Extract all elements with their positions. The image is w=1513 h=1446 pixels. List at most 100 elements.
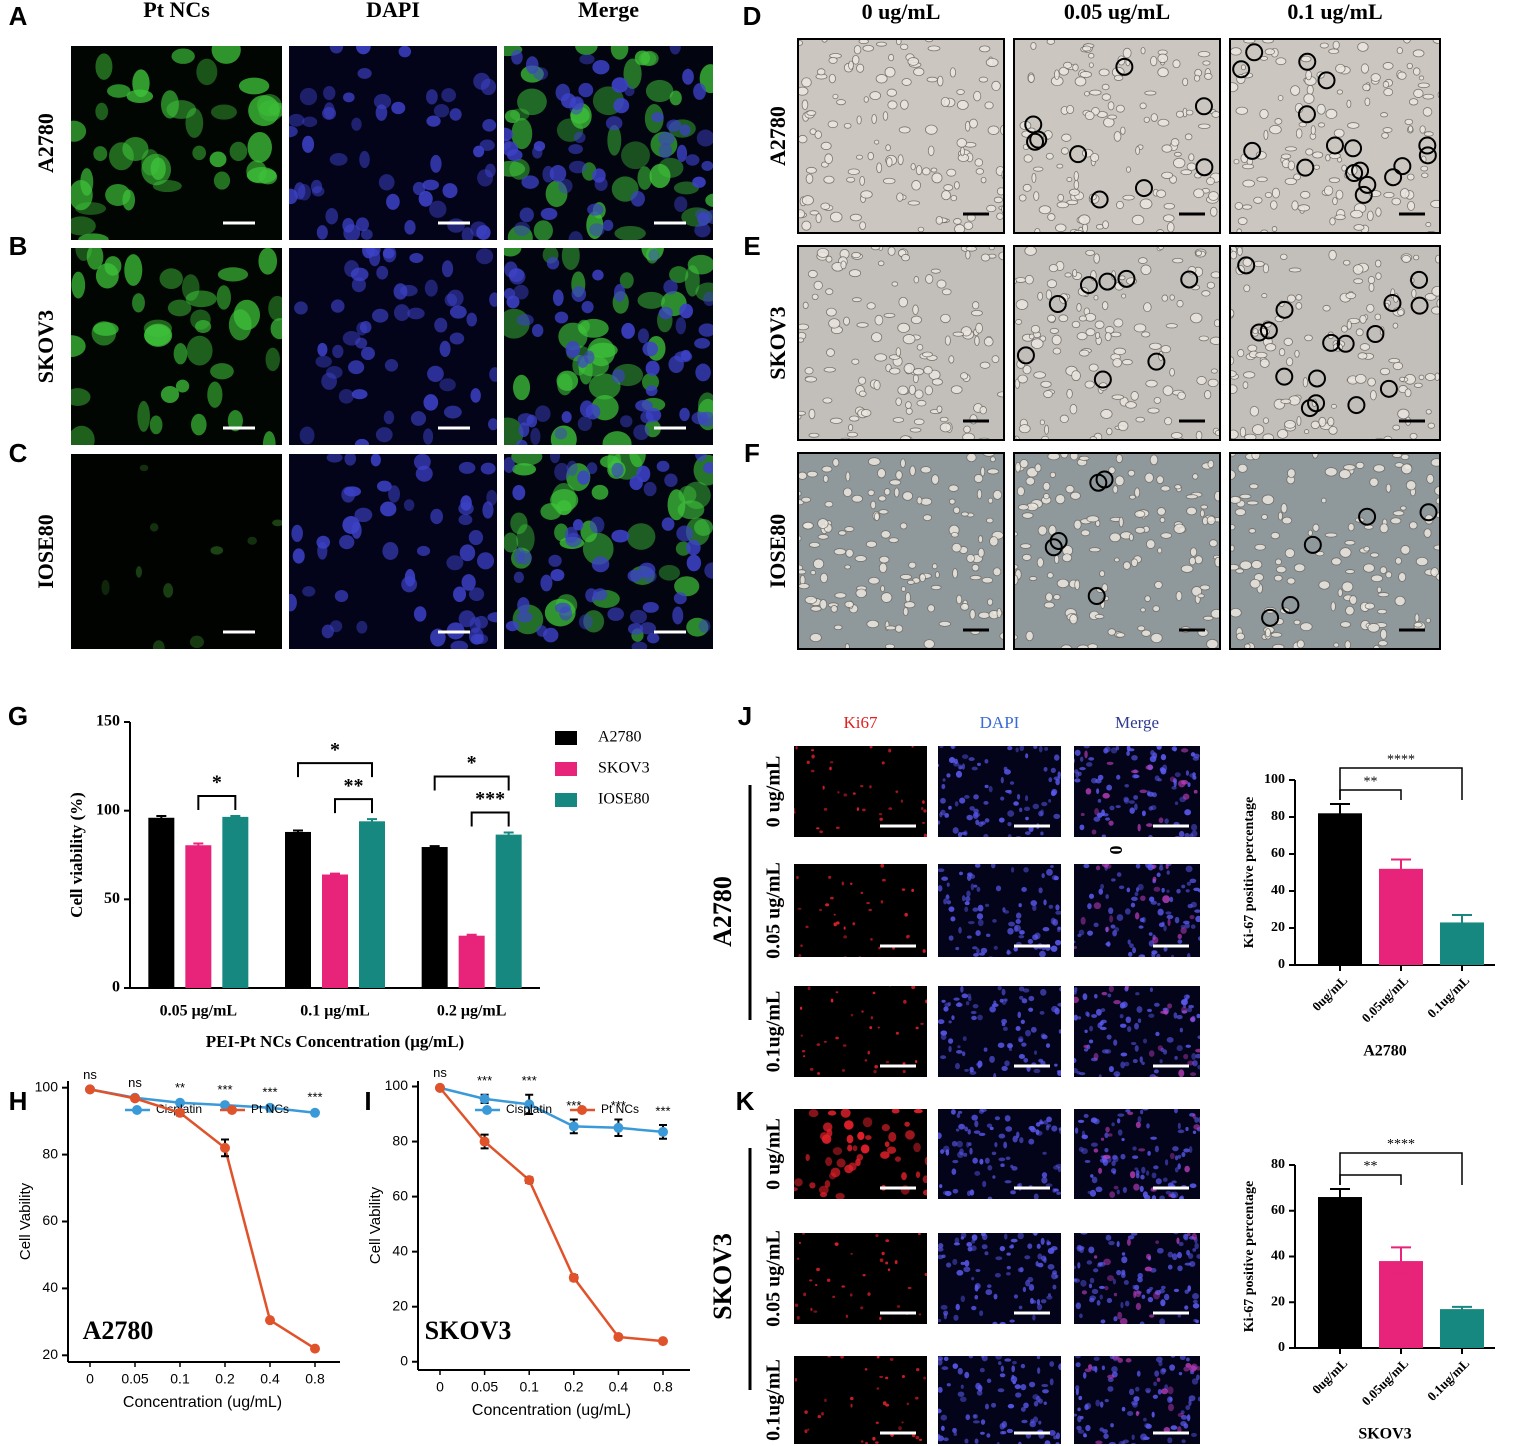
cell	[150, 157, 166, 181]
cell	[1006, 1252, 1011, 1256]
cell	[216, 285, 231, 310]
cell	[1034, 932, 1041, 940]
cell	[93, 146, 108, 162]
cell	[940, 313, 951, 324]
cell	[1055, 910, 1062, 915]
cell	[1056, 1069, 1062, 1074]
cell	[1131, 214, 1145, 226]
cell	[1192, 1060, 1198, 1067]
cell	[1376, 608, 1388, 615]
cell	[1411, 288, 1417, 299]
y-tick-label: 80	[1271, 809, 1285, 824]
cell	[1357, 42, 1369, 52]
cell	[512, 484, 526, 501]
cell	[909, 465, 916, 477]
cell	[1145, 765, 1154, 770]
cell	[658, 131, 675, 146]
cell	[986, 204, 997, 213]
cell	[835, 826, 840, 829]
cell	[1010, 1164, 1014, 1168]
bar	[285, 831, 311, 988]
cell	[809, 633, 822, 643]
cell	[1144, 472, 1154, 483]
cell	[1331, 557, 1342, 566]
cell	[922, 351, 933, 358]
cell	[171, 48, 195, 64]
cell	[1141, 1061, 1145, 1065]
image-background	[288, 45, 498, 241]
cell	[1057, 926, 1061, 930]
cell	[1129, 807, 1135, 814]
cell	[1074, 987, 1078, 992]
cell	[984, 1251, 989, 1256]
cell	[950, 194, 958, 202]
cell	[139, 464, 149, 472]
cell	[1042, 1389, 1049, 1394]
cell	[86, 247, 104, 270]
cell	[862, 1117, 873, 1128]
cell	[921, 807, 924, 811]
cell	[1088, 1246, 1095, 1254]
cell	[975, 930, 981, 937]
cell	[1229, 47, 1242, 56]
cell	[613, 98, 630, 114]
cell	[1337, 588, 1343, 597]
cell	[1056, 163, 1064, 169]
cell	[1028, 1138, 1035, 1145]
cell	[1254, 543, 1266, 551]
cell	[1392, 322, 1399, 329]
cell	[905, 1130, 915, 1140]
cell	[1186, 1414, 1191, 1422]
cell	[995, 1355, 1003, 1360]
cell	[1184, 922, 1190, 929]
cell	[894, 1156, 902, 1162]
cell	[1312, 151, 1324, 159]
cell	[955, 1128, 960, 1132]
cell	[1114, 475, 1125, 487]
cell	[1193, 74, 1201, 82]
cell	[71, 271, 86, 299]
cell	[795, 746, 798, 750]
cell	[875, 74, 888, 84]
cell	[1293, 173, 1302, 181]
cell	[1233, 158, 1240, 165]
cell	[1176, 888, 1181, 894]
cell	[1006, 1428, 1014, 1434]
x-tick-label: 0.05ug/mL	[1358, 972, 1411, 1025]
cell	[1343, 464, 1356, 471]
cell	[964, 1126, 969, 1132]
cell	[1168, 1403, 1174, 1412]
cell	[1079, 756, 1084, 762]
cell	[1191, 823, 1198, 831]
cell	[1139, 198, 1153, 210]
cell	[898, 126, 911, 134]
cell	[1018, 1305, 1023, 1310]
cell	[1116, 1240, 1120, 1248]
cell	[794, 1178, 803, 1187]
cell	[429, 200, 447, 218]
cell	[1081, 45, 1092, 52]
cell	[1148, 896, 1155, 902]
cell	[1167, 1437, 1173, 1444]
error-bar	[1330, 1188, 1350, 1207]
cell	[974, 1438, 979, 1444]
cell	[1360, 63, 1369, 74]
cell	[1113, 318, 1124, 328]
cell	[886, 1146, 897, 1154]
cell	[579, 54, 595, 65]
cell	[1086, 762, 1093, 767]
cell	[874, 512, 880, 522]
column-header: Pt NCs	[143, 0, 210, 22]
cell	[696, 129, 714, 147]
cell	[361, 229, 373, 240]
cell	[957, 1367, 963, 1375]
cell	[972, 1003, 979, 1009]
cell	[1150, 632, 1163, 644]
cell	[149, 523, 159, 532]
cell	[1055, 494, 1066, 505]
cell	[1418, 374, 1425, 381]
cell	[591, 484, 609, 500]
cell	[1400, 453, 1410, 461]
cell	[811, 749, 815, 752]
cell	[1074, 579, 1081, 591]
